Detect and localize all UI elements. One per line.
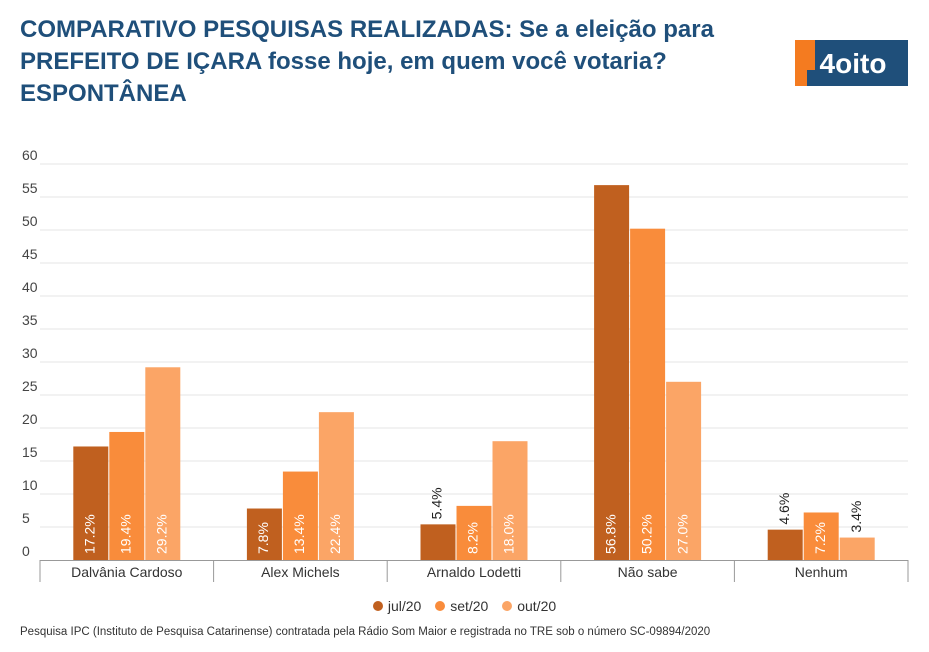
- bar: [246, 508, 282, 560]
- data-label: 13.4%: [291, 514, 307, 554]
- x-tick-label: Nenhum: [795, 564, 848, 580]
- y-tick-label: 40: [22, 279, 38, 295]
- bar: [767, 529, 803, 560]
- brand-logo: 4oito: [795, 40, 908, 86]
- bars: [73, 185, 875, 560]
- bar: [318, 412, 354, 560]
- bar-chart: 0 5 10 15 20 25 30 35 40 45 50 55 60 17.2% 19.4% 29.2%…: [22, 147, 909, 582]
- data-label: 27.0%: [674, 514, 690, 554]
- bar: [630, 228, 666, 560]
- chart-title: COMPARATIVO PESQUISAS REALIZADAS: Se a e…: [20, 16, 714, 107]
- legend-item-out: out/20: [502, 598, 556, 614]
- data-label: 18.0%: [501, 514, 517, 554]
- y-tick-label: 0: [22, 543, 30, 559]
- data-label: 7.2%: [812, 522, 828, 554]
- y-tick-label: 45: [22, 246, 38, 262]
- y-tick-label: 10: [22, 477, 38, 493]
- y-tick-label: 50: [22, 213, 38, 229]
- legend-item-jul: jul/20: [372, 598, 422, 614]
- x-tick-label: Não sabe: [618, 564, 678, 580]
- data-label: 8.2%: [465, 522, 481, 554]
- bar: [456, 505, 492, 560]
- bar: [594, 185, 630, 560]
- y-axis-ticks: 0 5 10 15 20 25 30 35 40 45 50 55 60: [22, 147, 38, 559]
- data-label: 56.8%: [602, 514, 618, 554]
- y-tick-label: 30: [22, 345, 38, 361]
- bar: [145, 367, 181, 560]
- data-label: 3.4%: [848, 501, 864, 533]
- bar: [73, 446, 109, 560]
- bar: [420, 524, 456, 560]
- legend-label: set/20: [450, 598, 489, 614]
- grid-lines: [40, 163, 908, 528]
- y-tick-label: 25: [22, 378, 38, 394]
- source-note: Pesquisa IPC (Instituto de Pesquisa Cata…: [20, 626, 711, 638]
- data-label: 5.4%: [429, 487, 445, 519]
- bar: [492, 441, 528, 560]
- data-label: 29.2%: [154, 514, 170, 554]
- y-tick-label: 15: [22, 444, 38, 460]
- legend-swatch: [502, 601, 513, 611]
- legend-label: out/20: [517, 598, 557, 614]
- data-label: 17.2%: [82, 514, 98, 554]
- data-label: 7.8%: [255, 522, 271, 554]
- y-tick-label: 35: [22, 312, 38, 328]
- y-tick-label: 55: [22, 180, 38, 196]
- legend-label: jul/20: [387, 598, 422, 614]
- bar: [839, 537, 875, 560]
- bar: [666, 381, 702, 560]
- bar: [109, 431, 145, 560]
- legend-item-set: set/20: [435, 598, 488, 614]
- y-tick-label: 5: [22, 510, 30, 526]
- legend: jul/20 set/20 out/20: [0, 598, 929, 614]
- y-tick-label: 20: [22, 411, 38, 427]
- data-labels: 17.2% 19.4% 29.2% 7.8% 13.4% 22.4% 5.4% 8.2% 18.…: [82, 487, 864, 554]
- data-label: 50.2%: [638, 514, 654, 554]
- data-label: 4.6%: [776, 493, 792, 525]
- logo-text: 4oito: [820, 48, 887, 79]
- y-tick-label: 60: [22, 147, 38, 163]
- bar: [803, 512, 839, 560]
- x-tick-label: Dalvânia Cardoso: [71, 564, 182, 580]
- data-label: 22.4%: [327, 514, 343, 554]
- x-axis: Dalvânia Cardoso Alex Michels Arnaldo Lode…: [39, 560, 909, 582]
- x-tick-label: Alex Michels: [261, 564, 340, 580]
- bar: [282, 471, 318, 560]
- x-tick-label: Arnaldo Lodetti: [427, 564, 521, 580]
- legend-swatch: [435, 601, 446, 611]
- data-label: 19.4%: [118, 514, 134, 554]
- legend-swatch: [372, 601, 383, 611]
- logo-accent: [795, 40, 815, 86]
